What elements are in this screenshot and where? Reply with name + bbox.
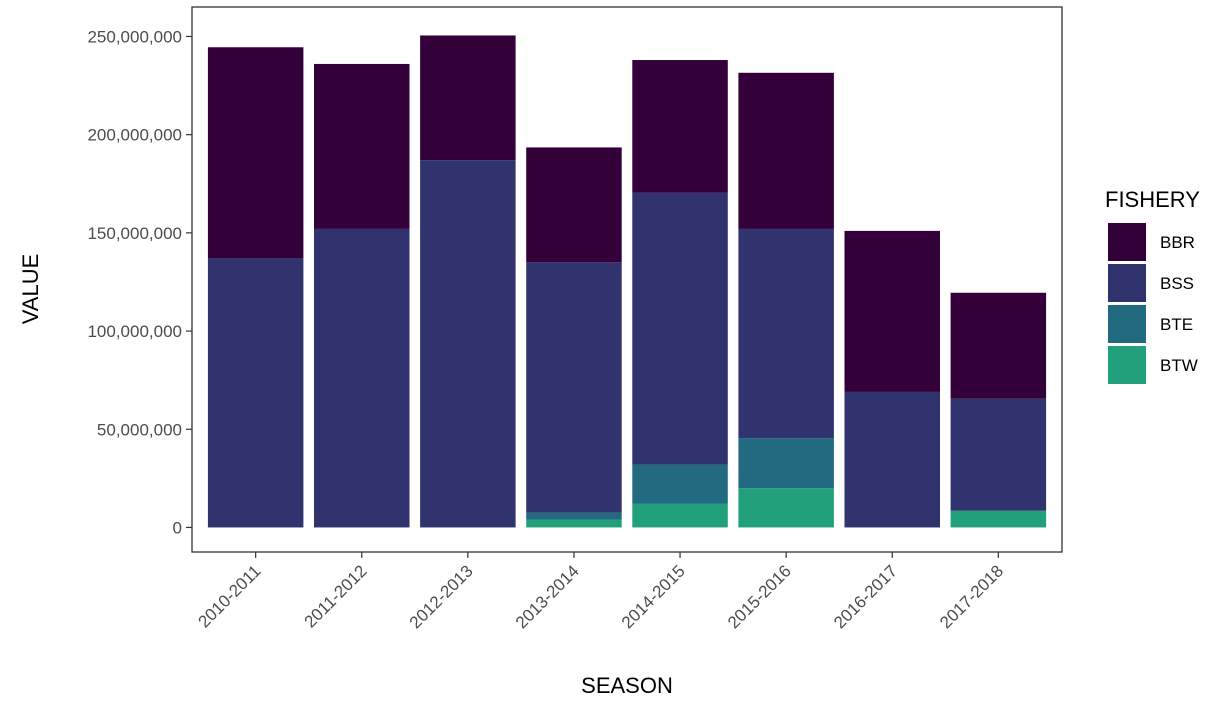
bar-bbr-2014-2015: [632, 60, 728, 193]
legend-swatch-bbr: [1108, 223, 1146, 261]
bar-btw-2015-2016: [738, 488, 834, 528]
legend-title: FISHERY: [1105, 187, 1200, 212]
legend-swatch-btw: [1108, 346, 1146, 384]
bar-bss-2010-2011: [207, 258, 304, 528]
legend: FISHERY BBR BSS BTE BTW: [1105, 187, 1200, 384]
bar-bbr-2011-2012: [314, 63, 410, 229]
y-tick-label: 250,000,000: [87, 27, 182, 46]
x-axis: 2010-2011 2011-2012 2012-2013 2013-2014 2014…: [194, 552, 1007, 632]
x-tick-label: 2010-2011: [194, 561, 264, 631]
x-axis-title: SEASON: [581, 673, 673, 697]
bar-btw-2014-2015: [632, 503, 728, 528]
legend-label-btw: BTW: [1160, 356, 1198, 375]
bar-bbr-2016-2017: [844, 230, 940, 392]
x-tick-label: 2017-2018: [936, 561, 1007, 632]
bar-bss-2017-2018: [950, 398, 1047, 511]
legend-label-bss: BSS: [1160, 274, 1194, 293]
x-tick-label: 2014-2015: [618, 561, 689, 632]
bar-bbr-2015-2016: [738, 72, 834, 229]
bar-bss-2015-2016: [738, 228, 834, 439]
x-tick-label: 2013-2014: [512, 561, 583, 632]
bar-bbr-2012-2013: [420, 35, 516, 161]
bar-bss-2014-2015: [632, 192, 728, 465]
y-tick-label: 150,000,000: [87, 224, 182, 243]
legend-label-bbr: BBR: [1160, 233, 1195, 252]
bar-bte-2014-2015: [632, 464, 728, 504]
y-axis-title: VALUE: [18, 254, 43, 325]
x-tick-label: 2015-2016: [724, 561, 795, 632]
y-tick-label: 0: [173, 518, 182, 537]
y-tick-label: 200,000,000: [87, 126, 182, 145]
x-tick-label: 2016-2017: [830, 561, 901, 632]
bar-bbr-2013-2014: [526, 147, 622, 263]
bar-bss-2016-2017: [844, 391, 940, 528]
legend-swatch-bte: [1108, 305, 1146, 343]
bar-bte-2013-2014: [526, 512, 622, 520]
y-axis: 0 50,000,000 100,000,000 150,000,000 200,000…: [87, 27, 192, 537]
y-tick-label: 100,000,000: [87, 322, 182, 341]
bars-group: [207, 35, 1047, 528]
y-tick-label: 50,000,000: [97, 420, 182, 439]
legend-label-bte: BTE: [1160, 315, 1193, 334]
bar-btw-2017-2018: [950, 510, 1047, 528]
bar-bbr-2017-2018: [950, 292, 1047, 399]
bar-bss-2011-2012: [314, 228, 410, 528]
bar-btw-2013-2014: [526, 519, 622, 528]
bar-bss-2013-2014: [526, 262, 622, 513]
bar-bte-2015-2016: [738, 438, 834, 489]
legend-swatch-bss: [1108, 264, 1146, 302]
x-tick-label: 2011-2012: [301, 561, 371, 631]
x-tick-label: 2012-2013: [406, 561, 477, 632]
bar-bbr-2010-2011: [207, 47, 304, 259]
bar-bss-2012-2013: [420, 160, 516, 528]
